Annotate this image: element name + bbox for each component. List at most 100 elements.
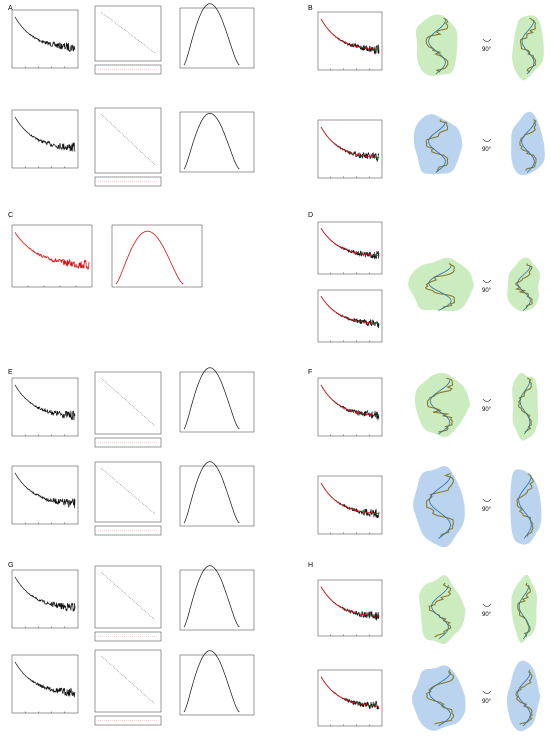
panel-d-model-side — [507, 257, 540, 312]
panel-f-model-green-front — [414, 372, 471, 438]
panel-h-model-blue-side-envelope — [506, 660, 541, 732]
panel-a-guinier-2-frame — [94, 107, 162, 174]
panel-d-fit-1-fit — [320, 227, 380, 257]
panel-h-fit-1-fit — [320, 586, 380, 617]
panel-f-fit-2 — [317, 475, 383, 535]
panel-g-pr-1-curve — [183, 565, 240, 628]
panel-b-model-blue-front-rna-ribbon — [425, 119, 449, 171]
panel-f-rotation-1-label: 90° — [482, 407, 492, 413]
panel-a-guinier-1 — [94, 5, 162, 75]
panel-d-fit-1 — [317, 221, 383, 275]
panel-e-pr-1-frame — [179, 371, 255, 433]
panel-a-pr-2-curve — [183, 113, 240, 170]
panel-c-scatter-frame — [11, 224, 93, 288]
panel-h-model-blue-side — [506, 660, 541, 732]
panel-c-pr-curve — [115, 230, 184, 285]
panel-h-fit-1 — [317, 579, 383, 637]
panel-h-model-blue-front-rna-backbone — [429, 671, 451, 727]
panel-h-rotation-2-arrow-icon — [482, 690, 492, 694]
panel-b-fit-1 — [317, 11, 383, 71]
panel-e-guinier-1-frame — [94, 371, 162, 435]
panel-f-model-green-front-rna-backbone — [429, 379, 451, 435]
panel-d-fit-2-frame — [317, 289, 383, 343]
panel-label-c: C — [8, 212, 13, 219]
panel-g-scatter-2-frame — [11, 654, 79, 714]
panel-g-guinier-2-line — [100, 655, 156, 705]
panel-d-model-side-rna-backbone — [517, 265, 531, 311]
panel-e-scatter-1-curve — [14, 384, 76, 421]
panel-g-guinier-2 — [94, 649, 162, 726]
panel-f-fit-2-frame — [317, 475, 383, 535]
panel-d-fit-1-curve — [320, 228, 380, 260]
panel-h-model-green-side-envelope — [511, 574, 538, 644]
panel-e-guinier-2-line — [100, 467, 156, 515]
panel-h-rotation-1: 90° — [482, 603, 492, 618]
panel-f-fit-1 — [317, 377, 383, 437]
panel-e-scatter-1 — [11, 377, 79, 437]
panel-f-rotation-2-arrow-icon — [482, 498, 492, 502]
panel-b-fit-2 — [317, 119, 383, 179]
panel-e-guinier-1-residual-frame — [94, 437, 162, 448]
panel-e-pr-1 — [179, 367, 255, 433]
panel-f-model-green-front-rna-ribbon — [426, 377, 454, 433]
panel-f-model-blue-front — [413, 466, 465, 548]
panel-h-fit-2 — [317, 669, 383, 727]
panel-g-scatter-2-curve — [14, 661, 76, 698]
panel-b-model-green-side-rna-ribbon — [519, 17, 537, 73]
panel-a-guinier-2-residual-frame — [94, 176, 162, 187]
panel-a-scatter-1-curve — [14, 16, 76, 53]
panel-e-guinier-1 — [94, 371, 162, 448]
panel-g-scatter-1-curve — [14, 576, 76, 612]
panel-a-pr-1-frame — [179, 7, 255, 69]
panel-f-rotation-1-arrow-icon — [482, 398, 492, 402]
panel-a-scatter-2-frame — [11, 109, 79, 169]
panel-h-rotation-2-label: 90° — [482, 699, 492, 705]
panel-b-model-blue-side-envelope — [511, 111, 545, 176]
panel-f-model-green-side — [512, 372, 539, 441]
panel-b-rotation-1-arrow-icon — [482, 38, 492, 42]
panel-b-rotation-2-label: 90° — [482, 147, 492, 153]
panel-g-guinier-2-residual-frame — [94, 715, 162, 726]
panel-a-scatter-2-curve — [14, 116, 76, 152]
panel-e-scatter-2 — [11, 465, 79, 525]
panel-a-scatter-1-frame — [11, 9, 79, 69]
panel-c-scatter-curve — [14, 232, 90, 270]
panel-b-model-green-side — [512, 15, 544, 81]
panel-b-model-green-front — [415, 14, 458, 77]
panel-d-fit-2-fit — [320, 295, 380, 325]
panel-e-pr-1-curve — [183, 367, 240, 430]
panel-a-scatter-1 — [11, 9, 79, 69]
panel-f-model-blue-front-rna-ribbon — [425, 472, 455, 537]
panel-b-model-blue-side-rna-ribbon — [519, 119, 537, 171]
panel-a-guinier-1-frame — [94, 5, 162, 62]
panel-b-model-blue-front-envelope — [413, 114, 463, 174]
plot-layer — [11, 3, 383, 727]
panel-h-model-blue-side-rna-backbone — [517, 671, 531, 727]
panel-g-guinier-1 — [94, 565, 162, 642]
panel-b-model-green-front-rna-ribbon — [425, 17, 449, 73]
panel-h-model-green-front — [419, 575, 466, 645]
panel-g-pr-2 — [179, 650, 255, 716]
panel-f-model-blue-front-envelope — [413, 466, 465, 548]
panel-a-pr-1-curve — [183, 3, 240, 66]
structure-layer — [408, 14, 545, 732]
panel-g-scatter-1-frame — [11, 569, 79, 629]
panel-b-fit-1-frame — [317, 11, 383, 71]
panel-e-guinier-2-residual-frame — [94, 525, 162, 536]
panel-a-guinier-2-line — [100, 113, 156, 166]
panel-b-fit-2-frame — [317, 119, 383, 179]
panel-d-model-front-rna-ribbon — [424, 263, 455, 309]
panel-a-guinier-1-line — [100, 11, 156, 54]
panel-g-guinier-1-residual-frame — [94, 631, 162, 642]
panel-f-model-blue-side — [510, 469, 542, 545]
panel-f-fit-2-fit — [320, 482, 380, 514]
panel-b-model-green-side-rna-backbone — [521, 19, 535, 75]
panel-f-model-blue-side-rna-ribbon — [516, 473, 534, 537]
panel-h-model-blue-front-rna-ribbon — [426, 669, 455, 725]
panel-f-rotation-1: 90° — [482, 398, 492, 413]
panel-b-rotation-1-label: 90° — [482, 47, 492, 53]
panel-f-fit-1-frame — [317, 377, 383, 437]
rotation-layer: 90° 90° 90° 90° 90° 90° 90° — [482, 38, 492, 705]
panel-e-pr-2-frame — [179, 465, 255, 527]
